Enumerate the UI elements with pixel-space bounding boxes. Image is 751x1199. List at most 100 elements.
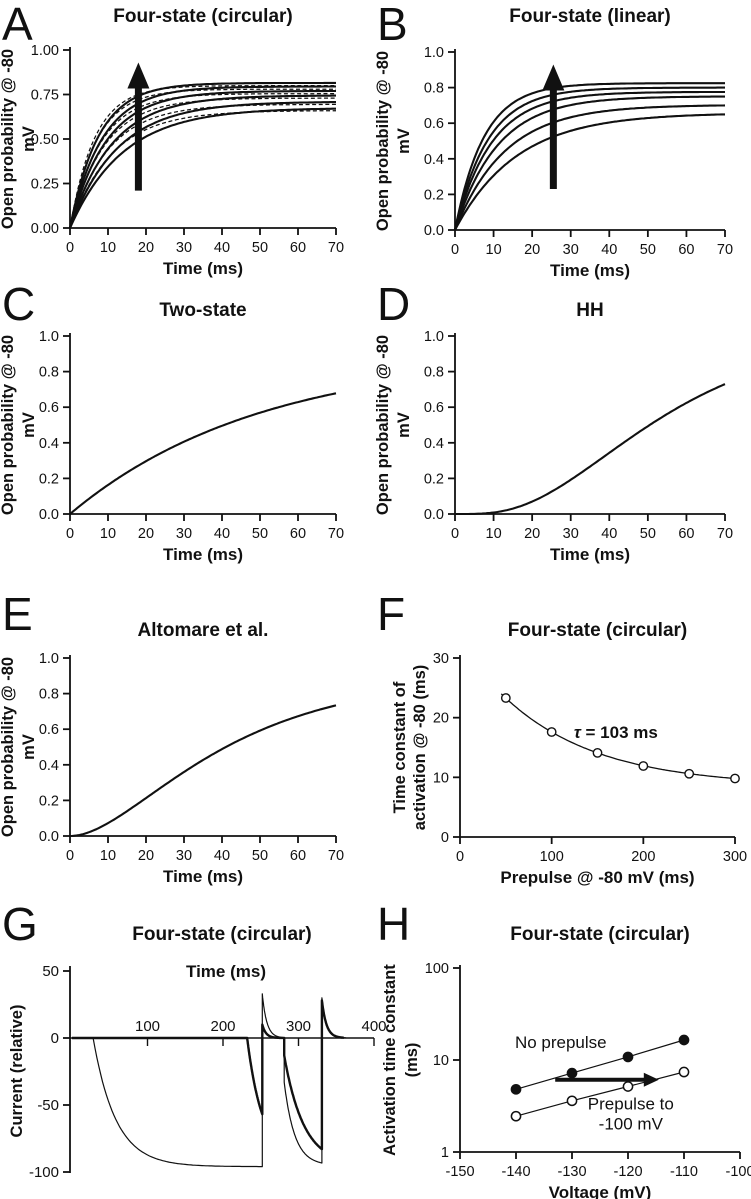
x-tick-label: -100 [725, 1164, 751, 1180]
panel-e-plot: 0 10 20 30 40 50 60 70 0.0 0.2 0.4 0.6 0.8 1.0 Time (m… [0, 651, 344, 886]
x-tick-label: 70 [717, 242, 733, 258]
y-axis-label: Activation time constant [381, 964, 399, 1156]
panel-h-plot: -150 -140 -130 -120 -110 -100 1 10 100 Voltage (m… [381, 961, 751, 1199]
panel-d-letter: D [377, 278, 411, 330]
x-tick-label: 10 [100, 240, 116, 256]
trace-thick-no-prepulse [72, 999, 345, 1151]
x-tick-label: 60 [290, 240, 306, 256]
y-tick-label: 0.2 [424, 471, 444, 487]
y-axis-label: Open probability @ -80 [0, 657, 17, 837]
panel-c-plot: 0 10 20 30 40 50 60 70 0.0 0.2 0.4 0.6 0.8 1.0 Time (m… [0, 329, 344, 564]
series-label: Prepulse to [588, 1094, 674, 1113]
x-tick-label: 70 [328, 526, 344, 542]
x-tick-label: -150 [445, 1164, 474, 1180]
filled-circle [510, 1083, 522, 1095]
filled-circle [566, 1067, 578, 1079]
open-circle [638, 761, 649, 771]
x-tick-label: 30 [176, 240, 192, 256]
open-circle [684, 768, 695, 779]
x-tick-label: 10 [100, 848, 116, 864]
panel-c-title: Two-state [159, 300, 247, 321]
y-axis-label: mV [20, 734, 38, 760]
x-tick-label: 70 [328, 848, 344, 864]
open-circle [510, 1110, 522, 1122]
panel-f-plot: 0 100 200 300 0 10 20 30 Prepulse @ -80 mV (ms) T… [391, 651, 747, 887]
y-tick-label: 0.0 [424, 507, 444, 523]
open-circle [678, 1066, 690, 1078]
y-tick-label: 0.2 [424, 187, 444, 203]
curve-sim-6 [68, 81, 336, 229]
fit-curve [500, 693, 737, 780]
y-tick-label: 1.0 [424, 45, 444, 61]
x-tick-label: 50 [640, 242, 656, 258]
filled-circle [622, 1051, 634, 1063]
x-tick-label: 0 [451, 242, 459, 258]
x-tick-label: 300 [723, 849, 747, 865]
curve-sim-2 [454, 104, 726, 231]
x-tick-label: 70 [717, 526, 733, 542]
open-circle [500, 693, 511, 703]
panel-c: C Two-state 0 10 20 30 40 50 60 70 0.0 0.2 0.4 0.6 0… [0, 280, 375, 590]
x-tick-label: 20 [138, 240, 154, 256]
curve-sim-4 [68, 89, 336, 229]
x-tick-label: 0 [66, 526, 74, 542]
x-tick-label: 50 [252, 526, 268, 542]
x-tick-label: 70 [328, 240, 344, 256]
panel-h: H Four-state (circular) -150 -140 -130 -120… [375, 900, 751, 1199]
x-tick-label: 300 [286, 1018, 311, 1035]
x-tick-label: 60 [678, 526, 694, 542]
y-tick-label: 30 [433, 651, 449, 667]
curve-two-state [69, 392, 337, 515]
open-circle [592, 747, 603, 758]
y-tick-label: 0.4 [39, 758, 59, 774]
y-tick-label: 1.00 [31, 43, 59, 59]
y-tick-label: 0.50 [31, 132, 59, 148]
panel-a-title: Four-state (circular) [113, 6, 293, 27]
y-tick-label: 0.0 [424, 223, 444, 239]
panel-b-plot: 0 10 20 30 40 50 60 70 0.0 0.2 0.4 0.6 0.8 1.0 Time (m… [374, 45, 733, 280]
panel-b-title: Four-state (linear) [509, 6, 671, 27]
x-tick-label: 200 [210, 1018, 235, 1035]
panel-e-letter: E [2, 588, 33, 640]
panel-b-letter: B [377, 0, 408, 50]
x-tick-label: 40 [214, 526, 230, 542]
y-tick-label: 0.8 [424, 365, 444, 381]
y-axis-label: Current (relative) [8, 1005, 26, 1138]
up-arrow-head [542, 64, 565, 91]
y-axis-label: mV [395, 128, 413, 154]
x-tick-label: 50 [640, 526, 656, 542]
y-tick-label: 10 [433, 1053, 449, 1069]
x-tick-label: 40 [214, 240, 230, 256]
x-tick-label: 10 [100, 526, 116, 542]
curve-fit-6 [69, 84, 336, 229]
panel-f-title: Four-state (circular) [507, 620, 688, 641]
panel-d-plot: 0 10 20 30 40 50 60 70 0.0 0.2 0.4 0.6 0.8 1.0 Time (m… [374, 329, 733, 564]
x-tick-label: 0 [66, 848, 74, 864]
curve-altomare [70, 704, 337, 838]
x-tick-label: 50 [252, 848, 268, 864]
y-axis-label: activation @ -80 (ms) [411, 665, 429, 831]
x-tick-label: 20 [138, 848, 154, 864]
open-circle [730, 773, 740, 784]
panel-c-letter: C [2, 278, 36, 330]
panel-h-title: Four-state (circular) [510, 924, 690, 945]
panel-g-letter: G [2, 898, 38, 950]
curve-fit-5 [69, 88, 336, 229]
y-tick-label: 1.0 [39, 329, 59, 345]
y-axis-label: Open probability @ -80 [0, 335, 17, 515]
panel-f-letter: F [377, 588, 406, 640]
x-tick-label: 40 [214, 848, 230, 864]
y-axis-label: mV [20, 126, 38, 152]
panel-e: E Altomare et al. 0 10 20 30 40 50 60 70 0.0 0.2 0… [0, 590, 375, 900]
y-axis-label: mV [20, 412, 38, 438]
x-tick-label: 20 [138, 526, 154, 542]
panel-g-title: Four-state (circular) [132, 924, 312, 945]
series-label: -100 mV [599, 1114, 664, 1133]
up-arrow-head [127, 62, 150, 89]
x-tick-label: 0 [451, 526, 459, 542]
x-tick-label: -110 [670, 1164, 698, 1180]
y-tick-label: 10 [433, 770, 449, 786]
panel-a-letter: A [2, 0, 33, 50]
panel-a: A Four-state (circular) 0 10 20 30 40 50 60 70 0… [0, 0, 375, 280]
